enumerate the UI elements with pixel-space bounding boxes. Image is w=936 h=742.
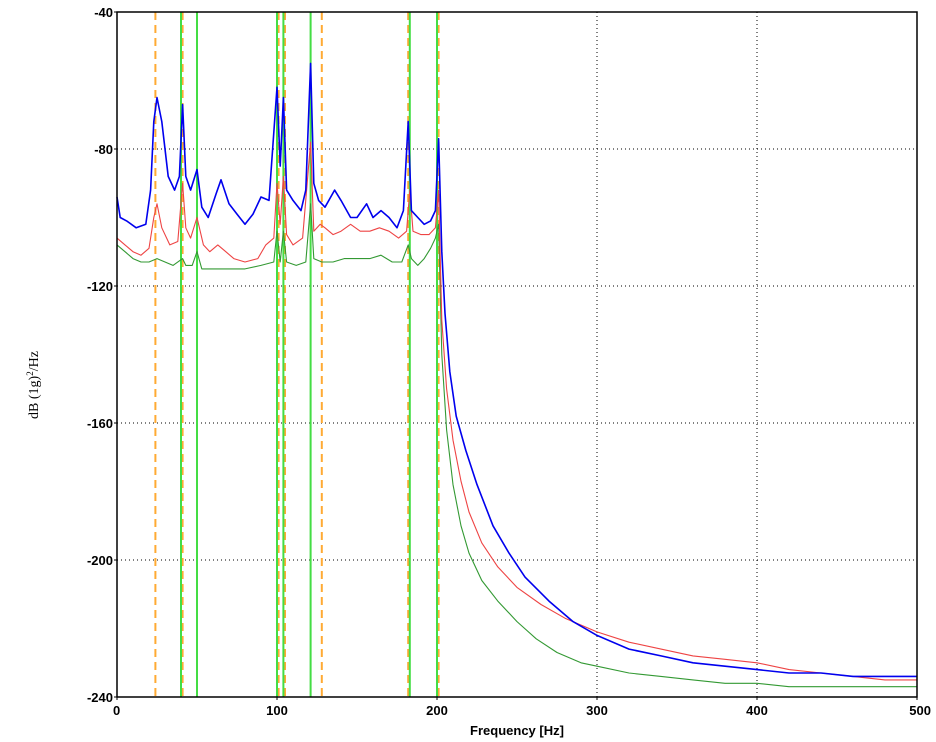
plot-frame	[116, 11, 918, 698]
x-axis-label: Frequency [Hz]	[470, 723, 564, 738]
x-tick-labels: 0 100 200 300 400 500	[113, 697, 931, 718]
x-tick-label: 0	[113, 703, 120, 718]
y-tick-label: -40	[94, 5, 113, 20]
data-series	[116, 62, 917, 688]
x-tick-label: 500	[909, 703, 931, 718]
y-tick-labels: -40 -80 -120 -160 -200 -240	[87, 5, 117, 705]
series-line-red	[116, 141, 917, 681]
series-line-blue	[116, 62, 917, 678]
y-tick-label: -120	[87, 279, 113, 294]
plot-area	[117, 12, 917, 697]
series-line-green	[116, 203, 917, 688]
y-axis-label: dB (1g)2/Hz	[25, 351, 42, 419]
grid	[117, 12, 917, 697]
y-tick-label: -200	[87, 553, 113, 568]
y-tick-label: -80	[94, 142, 113, 157]
y-tick-label: -160	[87, 416, 113, 431]
frequency-markers	[154, 12, 440, 697]
x-tick-label: 100	[266, 703, 288, 718]
y-tick-label: -240	[87, 690, 113, 705]
x-tick-label: 200	[426, 703, 448, 718]
x-tick-label: 400	[746, 703, 768, 718]
x-tick-label: 300	[586, 703, 608, 718]
